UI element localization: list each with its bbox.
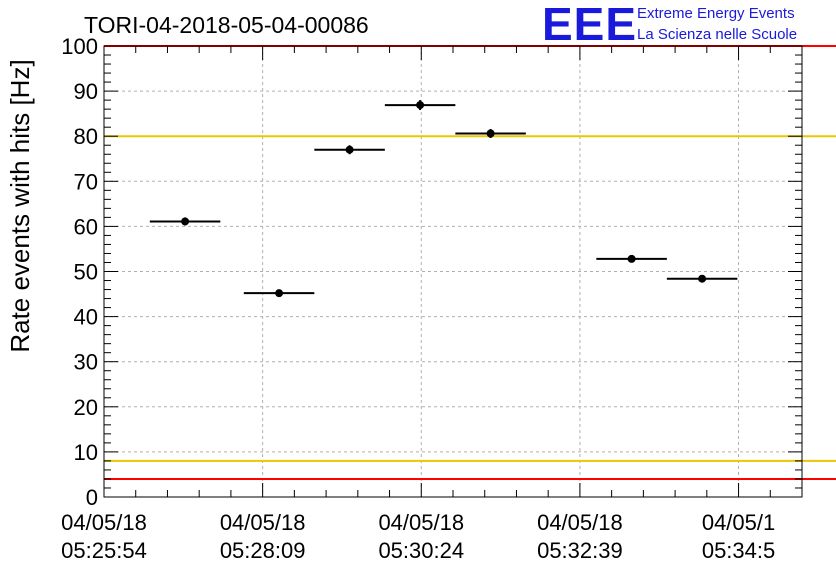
y-tick-label: 80 — [74, 124, 98, 149]
x-tick-label-date: 04/05/18 — [378, 510, 464, 535]
data-point — [627, 254, 636, 263]
data-point — [486, 129, 495, 138]
grid-layer — [104, 46, 802, 497]
y-tick-label: 60 — [74, 214, 98, 239]
x-tick-label-time: 05:30:24 — [378, 538, 464, 563]
y-tick-label: 20 — [74, 395, 98, 420]
y-axis-label: Rate events with hits [Hz] — [5, 59, 35, 352]
tick-marks-layer — [103, 45, 802, 498]
y-tick-label: 100 — [61, 34, 98, 59]
y-tick-label: 30 — [74, 350, 98, 375]
x-tick-label-time: 05:28:09 — [220, 538, 306, 563]
x-tick-label-date: 04/05/18 — [61, 510, 147, 535]
x-tick-label-time: 05:34:5 — [702, 538, 775, 563]
logo-mark: EEE — [542, 0, 637, 50]
data-point — [416, 101, 425, 110]
eee-logo: EEE Extreme Energy Events La Scienza nel… — [542, 0, 797, 50]
x-tick-label-date: 04/05/1 — [702, 510, 775, 535]
y-tick-label: 50 — [74, 260, 98, 285]
tick-labels-layer: 0 10 20 30 40 50 60 70 80 90 100 04/05/18 05:25:54 04… — [61, 34, 775, 563]
y-tick-label: 70 — [74, 169, 98, 194]
data-points-layer — [149, 100, 738, 298]
logo-line-1: Extreme Energy Events — [637, 5, 795, 22]
data-point — [275, 289, 284, 298]
y-tick-label: 90 — [74, 79, 98, 104]
chart-title: TORI-04-2018-05-04-00086 — [84, 12, 369, 38]
data-point — [698, 274, 707, 283]
y-tick-label: 0 — [86, 485, 98, 510]
y-tick-label: 40 — [74, 305, 98, 330]
x-tick-label-time: 05:25:54 — [61, 538, 147, 563]
x-tick-label-date: 04/05/18 — [220, 510, 306, 535]
data-point — [345, 145, 354, 154]
x-tick-label-date: 04/05/18 — [537, 510, 623, 535]
reference-lines-layer — [104, 45, 836, 480]
logo-line-2: La Scienza nelle Scuole — [637, 26, 797, 43]
y-tick-label: 10 — [74, 440, 98, 465]
x-tick-label-time: 05:32:39 — [537, 538, 623, 563]
data-point — [181, 217, 190, 226]
